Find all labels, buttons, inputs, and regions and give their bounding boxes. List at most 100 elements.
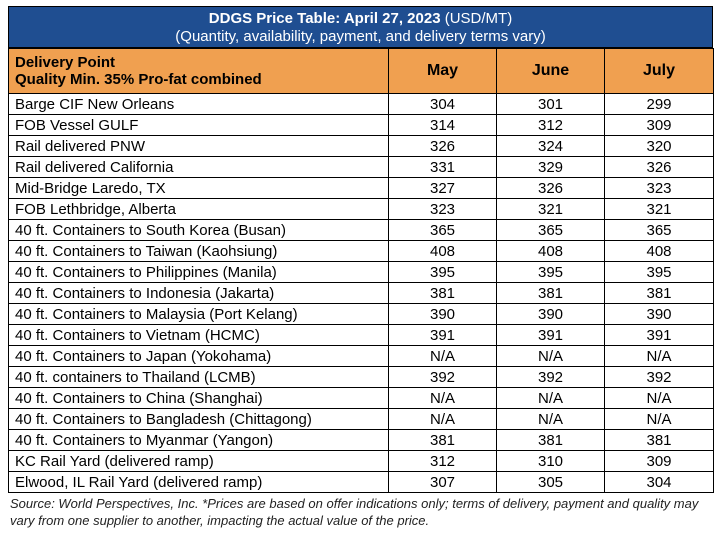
- july-price-cell: 320: [604, 135, 714, 157]
- june-price-cell: 326: [496, 177, 605, 199]
- table-title: DDGS Price Table: April 27, 2023 (USD/MT…: [9, 9, 712, 28]
- june-price-cell: 390: [496, 303, 605, 325]
- july-price-cell: N/A: [604, 345, 714, 367]
- table-row: Barge CIF New Orleans 304 301 299: [8, 93, 714, 115]
- july-price-cell: 309: [604, 114, 714, 136]
- july-price-cell: 304: [604, 471, 714, 493]
- june-price-cell: 395: [496, 261, 605, 283]
- june-price-cell: 381: [496, 282, 605, 304]
- source-note: Source: World Perspectives, Inc. *Prices…: [10, 496, 699, 528]
- july-price-cell: 309: [604, 450, 714, 472]
- may-price-cell: N/A: [388, 345, 497, 367]
- july-price-cell: 381: [604, 282, 714, 304]
- july-price-cell: 408: [604, 240, 714, 262]
- june-price-cell: 329: [496, 156, 605, 178]
- delivery-point-cell: FOB Vessel GULF: [8, 114, 389, 136]
- july-price-cell: 392: [604, 366, 714, 388]
- table-row: Rail delivered PNW 326 324 320: [8, 135, 714, 157]
- delivery-point-cell: 40 ft. Containers to Taiwan (Kaohsiung): [8, 240, 389, 262]
- june-price-cell: 408: [496, 240, 605, 262]
- may-price-cell: N/A: [388, 387, 497, 409]
- table-row: 40 ft. containers to Thailand (LCMB) 392 3…: [8, 366, 714, 388]
- table-row: 40 ft. Containers to Indonesia (Jakarta)…: [8, 282, 714, 304]
- table-row: 40 ft. Containers to Philippines (Manila…: [8, 261, 714, 283]
- delivery-point-cell: 40 ft. Containers to South Korea (Busan): [8, 219, 389, 241]
- may-price-cell: 392: [388, 366, 497, 388]
- table-row: 40 ft. Containers to Vietnam (HCMC) 391 39…: [8, 324, 714, 346]
- table-body: Barge CIF New Orleans 304 301 299 FOB Vessel…: [8, 93, 714, 493]
- may-price-cell: 323: [388, 198, 497, 220]
- delivery-point-cell: KC Rail Yard (delivered ramp): [8, 450, 389, 472]
- july-price-cell: 391: [604, 324, 714, 346]
- delivery-point-cell: Rail delivered PNW: [8, 135, 389, 157]
- table-subtitle: (Quantity, availability, payment, and de…: [175, 28, 546, 45]
- june-price-cell: 301: [496, 93, 605, 115]
- may-price-cell: 314: [388, 114, 497, 136]
- may-price-cell: 307: [388, 471, 497, 493]
- table-row: 40 ft. Containers to Malaysia (Port Kela…: [8, 303, 714, 325]
- delivery-point-cell: 40 ft. Containers to Indonesia (Jakarta): [8, 282, 389, 304]
- june-price-cell: 312: [496, 114, 605, 136]
- delivery-point-cell: 40 ft. Containers to Japan (Yokohama): [8, 345, 389, 367]
- month-header-june: June: [496, 48, 605, 94]
- delivery-point-cell: Mid-Bridge Laredo, TX: [8, 177, 389, 199]
- table-row: 40 ft. Containers to Bangladesh (Chittag…: [8, 408, 714, 430]
- june-price-cell: 321: [496, 198, 605, 220]
- price-table: Delivery Point Quality Min. 35% Pro-fat …: [8, 48, 714, 493]
- july-price-cell: N/A: [604, 408, 714, 430]
- delivery-point-cell: Rail delivered California: [8, 156, 389, 178]
- june-price-cell: 310: [496, 450, 605, 472]
- delivery-point-cell: 40 ft. Containers to Philippines (Manila…: [8, 261, 389, 283]
- table-row: 40 ft. Containers to Myanmar (Yangon) 381…: [8, 429, 714, 451]
- may-price-cell: 391: [388, 324, 497, 346]
- july-price-cell: 321: [604, 198, 714, 220]
- delivery-point-cell: 40 ft. Containers to Bangladesh (Chittag…: [8, 408, 389, 430]
- may-price-cell: 326: [388, 135, 497, 157]
- may-price-cell: N/A: [388, 408, 497, 430]
- may-price-cell: 312: [388, 450, 497, 472]
- delivery-point-cell: FOB Lethbridge, Alberta: [8, 198, 389, 220]
- price-table-container: DDGS Price Table: April 27, 2023 (USD/MT…: [8, 6, 714, 529]
- june-price-cell: N/A: [496, 387, 605, 409]
- table-row: 40 ft. Containers to China (Shanghai) N/A…: [8, 387, 714, 409]
- may-price-cell: 381: [388, 282, 497, 304]
- header-row: Delivery Point Quality Min. 35% Pro-fat …: [8, 48, 714, 94]
- title-unit: (USD/MT): [440, 10, 513, 27]
- june-price-cell: 324: [496, 135, 605, 157]
- table-row: 40 ft. Containers to South Korea (Busan)…: [8, 219, 714, 241]
- delivery-point-header: Delivery Point Quality Min. 35% Pro-fat …: [8, 48, 389, 94]
- july-price-cell: 365: [604, 219, 714, 241]
- july-price-cell: 326: [604, 156, 714, 178]
- table-row: KC Rail Yard (delivered ramp) 312 310 309: [8, 450, 714, 472]
- delivery-point-cell: 40 ft. Containers to Vietnam (HCMC): [8, 324, 389, 346]
- table-row: 40 ft. Containers to Taiwan (Kaohsiung) 4…: [8, 240, 714, 262]
- delivery-point-cell: Elwood, IL Rail Yard (delivered ramp): [8, 471, 389, 493]
- june-price-cell: 365: [496, 219, 605, 241]
- delivery-point-cell: 40 ft. Containers to China (Shanghai): [8, 387, 389, 409]
- table-title-bar: DDGS Price Table: April 27, 2023 (USD/MT…: [8, 6, 713, 48]
- month-header-july: July: [604, 48, 714, 94]
- july-price-cell: 390: [604, 303, 714, 325]
- june-price-cell: 381: [496, 429, 605, 451]
- july-price-cell: 381: [604, 429, 714, 451]
- may-price-cell: 365: [388, 219, 497, 241]
- title-bold: DDGS Price Table: April 27, 2023: [208, 10, 441, 27]
- june-price-cell: 305: [496, 471, 605, 493]
- table-row: Mid-Bridge Laredo, TX 327 326 323: [8, 177, 714, 199]
- july-price-cell: 299: [604, 93, 714, 115]
- delivery-point-label: Delivery Point: [15, 54, 116, 71]
- june-price-cell: N/A: [496, 408, 605, 430]
- june-price-cell: N/A: [496, 345, 605, 367]
- table-row: FOB Vessel GULF 314 312 309: [8, 114, 714, 136]
- table-row: Elwood, IL Rail Yard (delivered ramp) 307…: [8, 471, 714, 493]
- july-price-cell: 323: [604, 177, 714, 199]
- month-header-may: May: [388, 48, 497, 94]
- table-row: FOB Lethbridge, Alberta 323 321 321: [8, 198, 714, 220]
- may-price-cell: 304: [388, 93, 497, 115]
- may-price-cell: 381: [388, 429, 497, 451]
- table-row: 40 ft. Containers to Japan (Yokohama) N/A…: [8, 345, 714, 367]
- delivery-point-cell: 40 ft. containers to Thailand (LCMB): [8, 366, 389, 388]
- delivery-point-cell: 40 ft. Containers to Malaysia (Port Kela…: [8, 303, 389, 325]
- may-price-cell: 327: [388, 177, 497, 199]
- june-price-cell: 392: [496, 366, 605, 388]
